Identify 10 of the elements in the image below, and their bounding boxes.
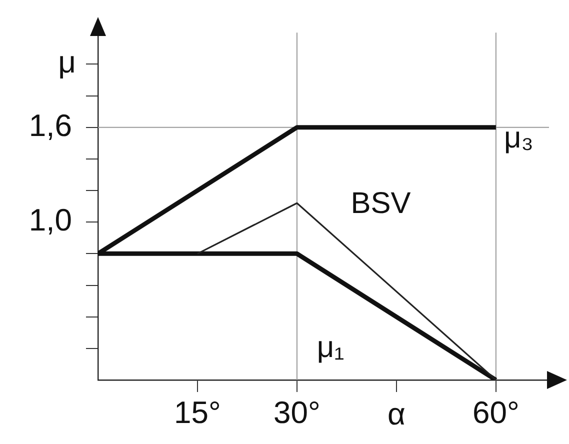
- y-tick-label: 1,0: [28, 202, 72, 238]
- x-tick-label: 60°: [472, 395, 520, 430]
- series-label: BSV: [350, 187, 411, 220]
- x-tick-label: 15°: [174, 395, 221, 430]
- y-axis-title: μ: [58, 44, 76, 80]
- series-label: μ₁: [316, 331, 344, 364]
- x-tick-label: 30°: [274, 395, 320, 430]
- y-tick-label: 1,6: [28, 108, 72, 143]
- x-axis-title: α: [387, 396, 406, 432]
- series-label: μ₃: [504, 122, 534, 155]
